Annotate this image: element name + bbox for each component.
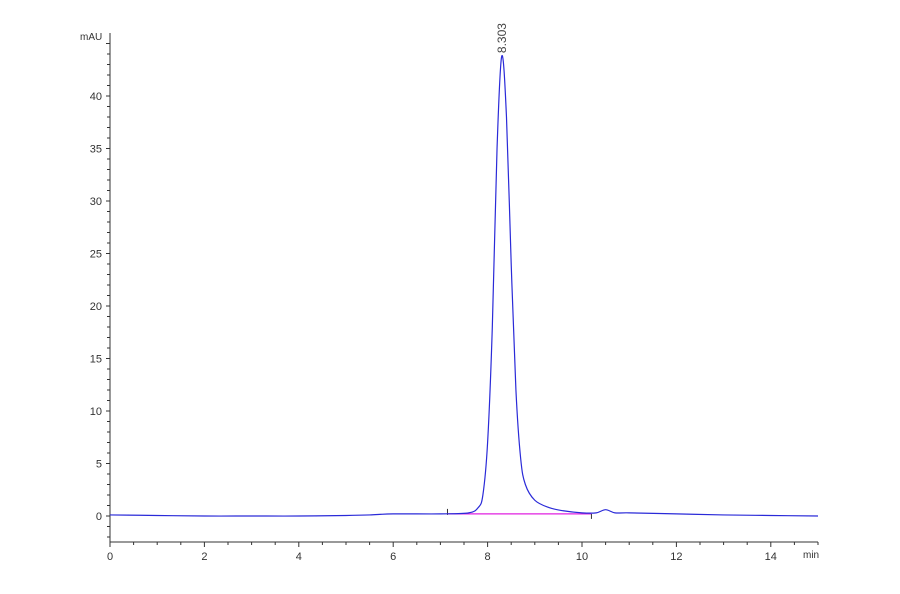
x-axis-label: min	[803, 550, 819, 561]
signal-trace	[109, 55, 819, 517]
x-tick-label: 12	[670, 551, 682, 563]
x-tick-label: 4	[296, 551, 302, 563]
y-tick-label: 10	[90, 406, 102, 418]
y-tick-label: 40	[90, 91, 102, 103]
axes: 0 5 10 15 20 25 30 35 40 0 2 4 6 8 10 12 14	[90, 33, 819, 563]
y-tick-label: 0	[96, 511, 102, 523]
x-tick-label: 6	[390, 551, 396, 563]
plot-area: 8.303	[109, 23, 819, 519]
peak-retention-label: 8.303	[495, 23, 509, 53]
y-tick-label: 25	[90, 249, 102, 261]
y-tick-label: 5	[96, 459, 102, 471]
x-tick-label: 14	[765, 551, 777, 563]
y-tick-label: 35	[90, 144, 102, 156]
x-tick-label: 8	[485, 551, 491, 563]
y-tick-label: 30	[90, 196, 102, 208]
y-tick-label: 15	[90, 354, 102, 366]
y-tick-label: 20	[90, 301, 102, 313]
x-tick-label: 0	[107, 551, 113, 563]
x-tick-label: 2	[201, 551, 207, 563]
x-tick-label: 10	[576, 551, 588, 563]
y-axis-label: mAU	[80, 32, 102, 43]
